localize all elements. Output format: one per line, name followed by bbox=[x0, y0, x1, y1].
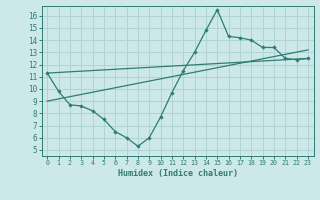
X-axis label: Humidex (Indice chaleur): Humidex (Indice chaleur) bbox=[118, 169, 237, 178]
